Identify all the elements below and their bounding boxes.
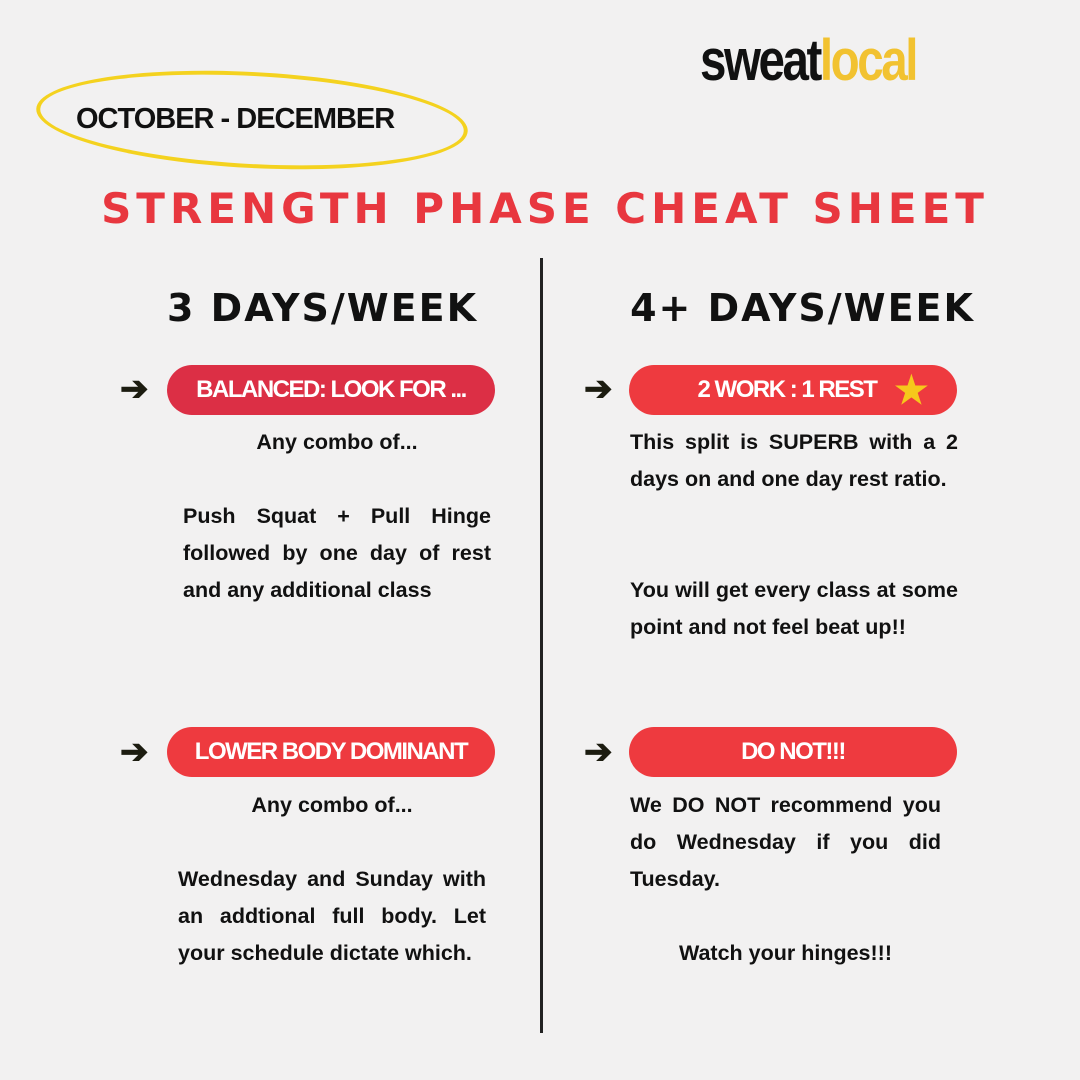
logo-text-local: local [819,28,919,93]
sweatlocal-logo: sweatlocal [700,32,918,90]
star-icon: ★ [894,369,929,412]
balanced-pill: BALANCED: LOOK FOR ... [167,365,495,415]
section-intro: Any combo of... [256,430,418,454]
column-divider [540,258,543,1033]
arrow-icon: ➔ [120,733,149,771]
pill-label: 2 WORK : 1 REST [697,376,878,403]
logo-text-sweat: sweat [700,28,822,93]
pill-label: DO NOT!!! [741,738,846,765]
right-column-heading: 4+ DAYS/WEEK [630,286,975,330]
section-body: This split is SUPERB with a 2 days on an… [630,430,958,491]
work-rest-pill: 2 WORK : 1 REST ★ [629,365,957,415]
section-intro: Any combo of... [251,793,413,817]
arrow-icon: ➔ [584,370,613,408]
section-body: Push Squat + Pull Hinge followed by one … [183,504,491,602]
section-body: We DO NOT recommend you do Wednesday if … [630,793,941,891]
section-body-2: You will get every class at some point a… [630,578,958,639]
page-title: STRENGTH PHASE CHEAT SHEET [101,184,989,233]
section-body: Wednesday and Sunday with an addtional f… [178,867,486,965]
period-label: OCTOBER - DECEMBER [76,103,395,135]
pill-label: LOWER BODY DOMINANT [194,738,469,765]
section-body-2: Watch your hinges!!! [678,941,892,965]
lower-body-pill: LOWER BODY DOMINANT [167,727,495,777]
arrow-icon: ➔ [120,370,149,408]
arrow-icon: ➔ [584,733,613,771]
pill-label: BALANCED: LOOK FOR ... [196,376,467,403]
do-not-pill: DO NOT!!! [629,727,957,777]
left-column-heading: 3 DAYS/WEEK [166,286,479,330]
